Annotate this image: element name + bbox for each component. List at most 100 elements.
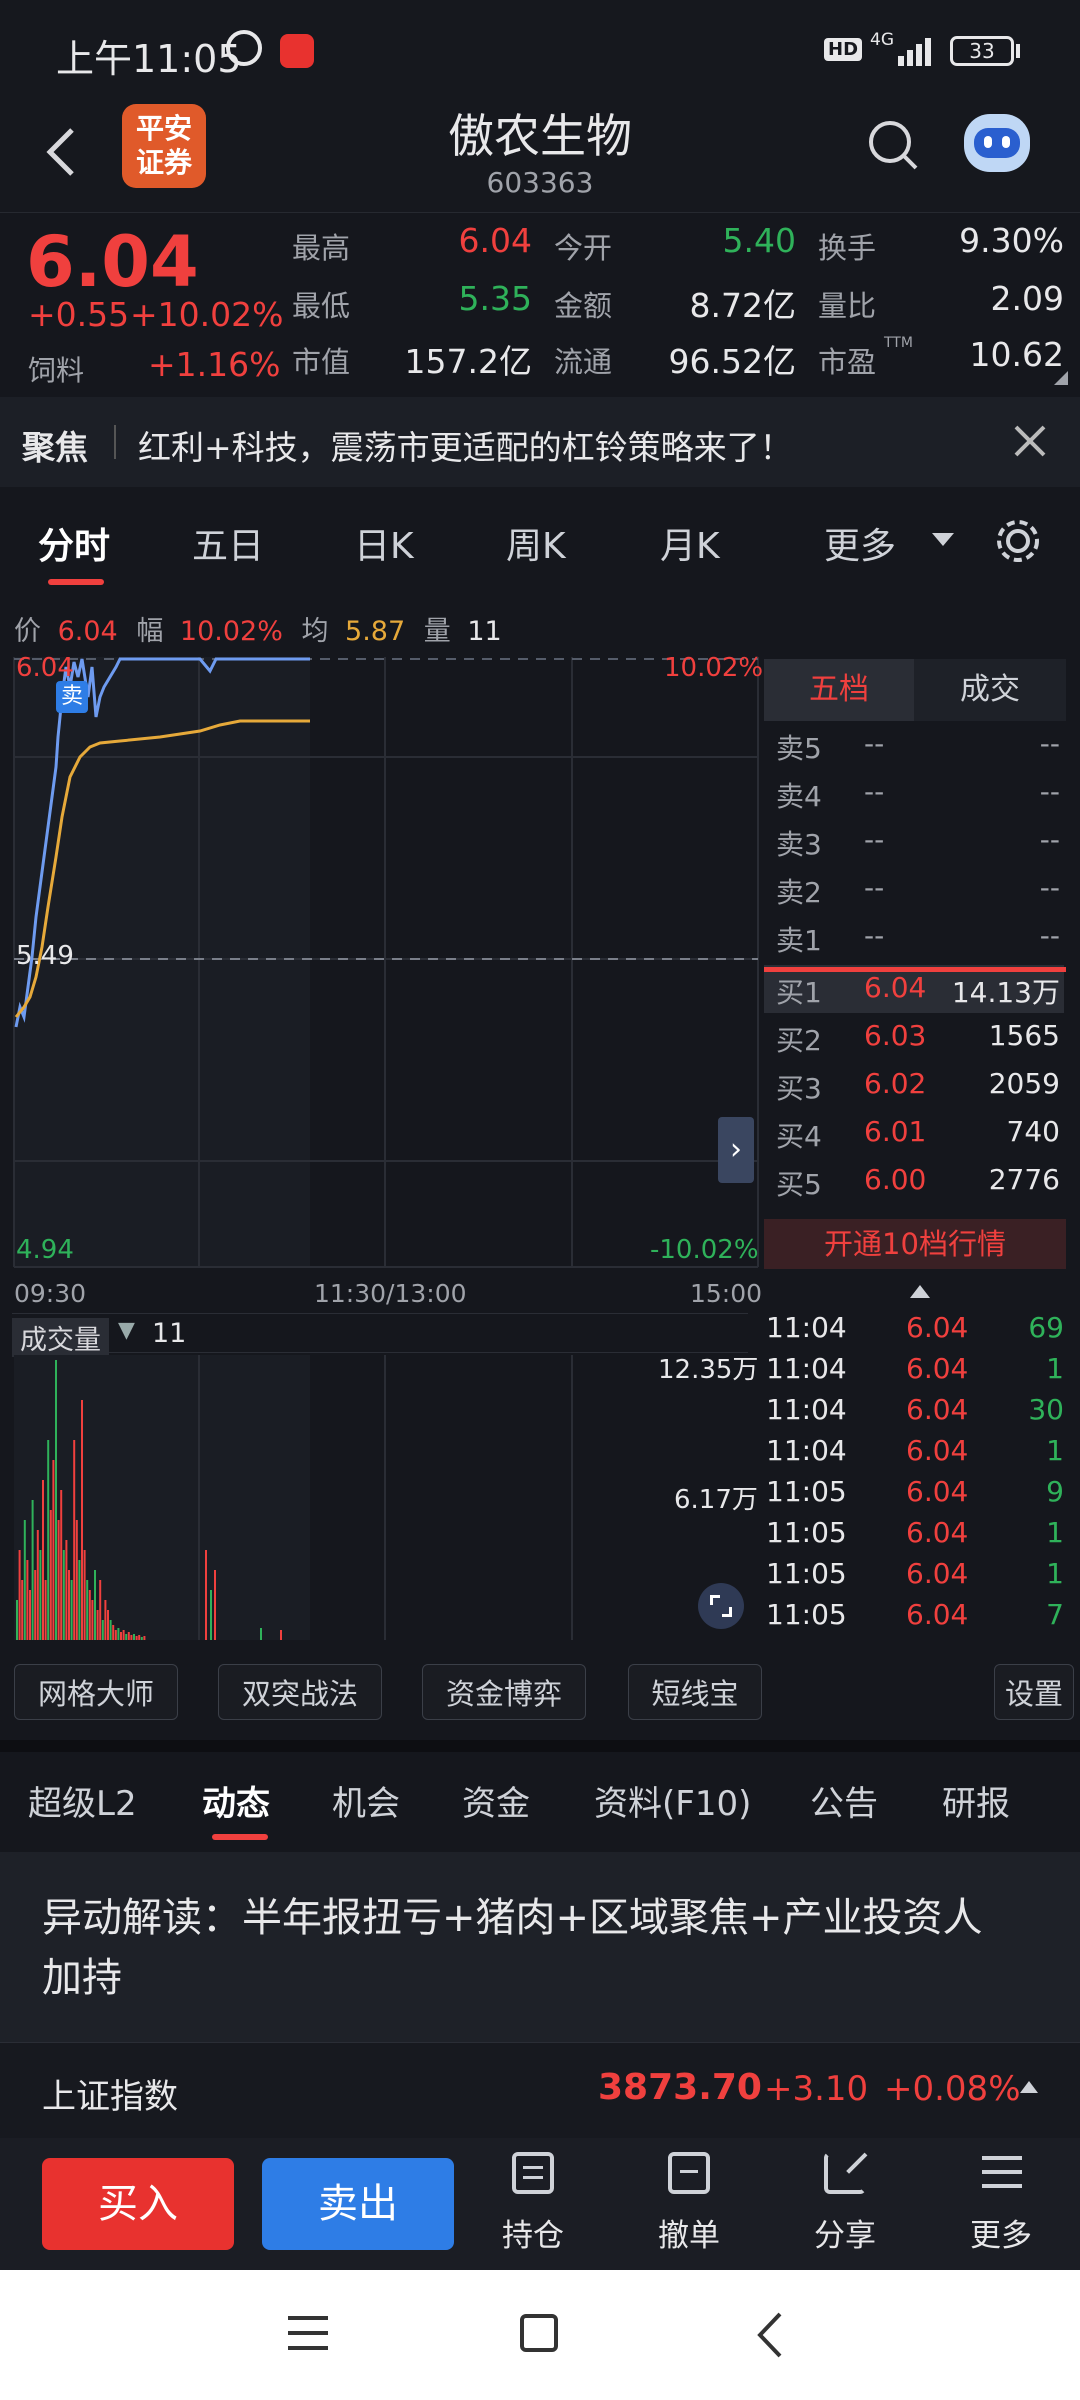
recent-apps-icon[interactable] <box>288 2316 328 2352</box>
orderbook-volume: 740 <box>1006 1115 1060 1148</box>
volume-label[interactable]: 成交量 <box>12 1318 109 1357</box>
close-icon[interactable] <box>1012 423 1048 459</box>
chart-tab[interactable]: 日K <box>354 526 414 567</box>
orderbook-level: 买1 <box>776 976 822 1009</box>
stat-label: 市盈 <box>818 345 877 379</box>
content-tab[interactable]: 资料(F10) <box>594 1784 752 1824</box>
chart-period-tabs: 分时 五日 日K 周K 月K 更多 <box>0 497 1080 597</box>
chart-tab[interactable]: 分时 <box>38 526 111 567</box>
positions-button[interactable]: 持仓 <box>492 2152 574 2262</box>
volume-max: 12.35万 <box>658 1355 759 1385</box>
orderbook-volume: -- <box>1039 727 1060 760</box>
content-tab[interactable]: 研报 <box>942 1784 1010 1824</box>
volume-bar <box>280 1630 282 1640</box>
trade-action-bar: 买入 卖出 持仓 撤单 分享 更多 <box>0 2138 1080 2270</box>
volume-bar <box>99 1580 102 1640</box>
gear-icon[interactable] <box>994 517 1042 565</box>
info-avg: 5.87 <box>345 616 406 647</box>
price-change: +0.55 <box>28 295 130 334</box>
sell-button[interactable]: 卖出 <box>262 2158 454 2250</box>
app-notification-icon <box>280 34 314 68</box>
intraday-chart[interactable] <box>0 657 760 1277</box>
orderbook-price: -- <box>864 871 885 904</box>
index-expand-icon[interactable] <box>1020 2081 1038 2093</box>
back-icon[interactable] <box>40 122 80 182</box>
orderbook-price: -- <box>864 775 885 808</box>
orderbook-price: -- <box>864 919 885 952</box>
tool-button[interactable]: 设置 <box>994 1664 1074 1720</box>
upgrade-level10-button[interactable]: 开通10档行情 <box>764 1219 1066 1269</box>
volume-bar <box>21 1580 24 1640</box>
volume-value: 11 <box>152 1318 187 1349</box>
buy-button[interactable]: 买入 <box>42 2158 234 2250</box>
tick-row: 11:04 6.04 1 <box>764 1350 1074 1391</box>
focus-banner[interactable]: 聚焦 红利+科技，震荡市更适配的杠铃策略来了！ <box>0 397 1080 487</box>
avg-line <box>14 719 310 1018</box>
content-tab[interactable]: 资金 <box>462 1784 530 1824</box>
expand-corner-icon[interactable] <box>1054 371 1068 385</box>
scroll-up-icon[interactable] <box>910 1285 930 1298</box>
volume-bar <box>68 1570 70 1640</box>
axis-mid-price: 5.49 <box>16 941 74 971</box>
orderbook-level: 买3 <box>776 1072 822 1105</box>
volume-bar <box>117 1628 120 1640</box>
orderbook-price: 6.02 <box>864 1067 927 1100</box>
index-ticker[interactable]: 上证指数 3873.70 +3.10 +0.08% <box>0 2042 1080 2138</box>
info-avg-label: 均 <box>301 616 329 647</box>
chart-tab[interactable]: 周K <box>506 526 566 567</box>
volume-chart[interactable] <box>0 1355 760 1640</box>
stat-value: 6.04 <box>458 221 532 260</box>
content-tab[interactable]: 公告 <box>810 1784 878 1824</box>
tab-five-levels[interactable]: 五档 <box>764 659 914 721</box>
tick-price: 6.04 <box>906 1516 969 1549</box>
sell-marker[interactable]: 卖 <box>56 681 88 713</box>
chart-tab[interactable]: 更多 <box>824 526 897 567</box>
battery-level: 33 <box>969 39 995 63</box>
fullscreen-icon[interactable] <box>698 1583 744 1629</box>
expand-orderbook-button[interactable]: › <box>718 1117 754 1183</box>
cancel-order-button[interactable]: 撤单 <box>648 2152 730 2262</box>
search-icon[interactable] <box>866 118 922 174</box>
volume-bar <box>112 1625 115 1640</box>
chevron-down-icon[interactable] <box>932 533 954 546</box>
price-line <box>14 657 310 1028</box>
tab-trades[interactable]: 成交 <box>914 659 1066 721</box>
focus-text: 红利+科技，震荡市更适配的杠铃策略来了！ <box>138 428 793 467</box>
info-amp-label: 幅 <box>136 616 164 647</box>
focus-tag: 聚焦 <box>22 428 88 467</box>
tick-price: 6.04 <box>906 1393 969 1426</box>
content-tab[interactable]: 动态 <box>202 1784 270 1824</box>
sector-name[interactable]: 饲料 <box>28 354 85 387</box>
tool-button[interactable]: 网格大师 <box>14 1664 178 1720</box>
back-nav-icon[interactable] <box>752 2310 788 2360</box>
chart-tab[interactable]: 月K <box>660 526 720 567</box>
orderbook-row: 卖5 -- -- <box>764 721 1064 769</box>
current-price: 6.04 <box>26 221 199 303</box>
quote-panel: 6.04 +0.55 +10.02% 饲料 +1.16% 最高 6.04 今开 5.4… <box>0 212 1080 397</box>
status-time: 上午11:05 <box>56 37 242 81</box>
chart-tab[interactable]: 五日 <box>192 526 265 567</box>
volume-bar <box>210 1590 212 1640</box>
volume-dropdown-icon[interactable]: ▼ <box>118 1318 135 1343</box>
orderbook-level: 卖2 <box>776 876 822 909</box>
tool-button[interactable]: 双突战法 <box>218 1664 382 1720</box>
volume-bar <box>94 1570 96 1640</box>
stat-label: 金额 <box>554 289 613 323</box>
content-tab[interactable]: 超级L2 <box>28 1784 137 1824</box>
share-button[interactable]: 分享 <box>804 2152 886 2262</box>
stat-label: 流通 <box>554 345 613 379</box>
robot-assistant-icon[interactable] <box>964 114 1030 172</box>
home-icon[interactable] <box>520 2314 558 2352</box>
tick-list[interactable]: 11:04 6.04 69 11:04 6.04 1 11:04 6.04 30 11:04 6.0… <box>764 1309 1074 1639</box>
tool-button[interactable]: 短线宝 <box>628 1664 762 1720</box>
tool-button[interactable]: 资金博弈 <box>422 1664 586 1720</box>
sector-change[interactable]: +1.16% <box>148 345 281 384</box>
news-card[interactable]: 异动解读：半年报扭亏+猪肉+区域聚焦+产业投资人加持 <box>0 1852 1080 2042</box>
more-button[interactable]: 更多 <box>960 2152 1042 2262</box>
content-tab[interactable]: 机会 <box>332 1784 400 1824</box>
stat-label: 最高 <box>292 231 351 265</box>
volume-bar <box>143 1636 146 1640</box>
orderbook-volume: -- <box>1039 823 1060 856</box>
tick-price: 6.04 <box>906 1598 969 1631</box>
volume-bar <box>109 1620 112 1640</box>
